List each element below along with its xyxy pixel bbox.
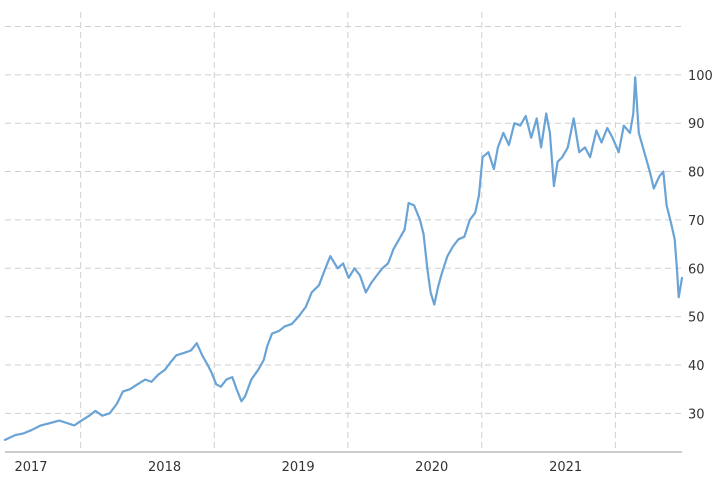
y-tick-label: 70 [688, 214, 705, 229]
series-line [3, 76, 684, 441]
y-tick-label: 80 [688, 166, 705, 181]
y-tick-label: 100 [688, 69, 713, 84]
horizontal-gridlines [5, 26, 682, 414]
y-tick-label: 50 [688, 311, 705, 326]
y-axis-tick-labels: 30 40 50 60 70 80 90 100 [688, 69, 713, 422]
x-tick-label: 2021 [549, 460, 582, 475]
x-tick-label: 2018 [148, 460, 181, 475]
y-tick-label: 30 [688, 407, 705, 422]
x-axis-tick-labels: 2017 2018 2019 2020 2021 [14, 460, 582, 475]
y-tick-label: 60 [688, 262, 705, 277]
y-tick-label: 40 [688, 359, 705, 374]
x-tick-label: 2019 [282, 460, 315, 475]
series-line-layer [3, 76, 684, 441]
x-tick-label: 2020 [415, 460, 448, 475]
y-tick-label: 90 [688, 117, 705, 132]
vertical-gridlines [80, 12, 616, 452]
x-tick-label: 2017 [14, 460, 47, 475]
